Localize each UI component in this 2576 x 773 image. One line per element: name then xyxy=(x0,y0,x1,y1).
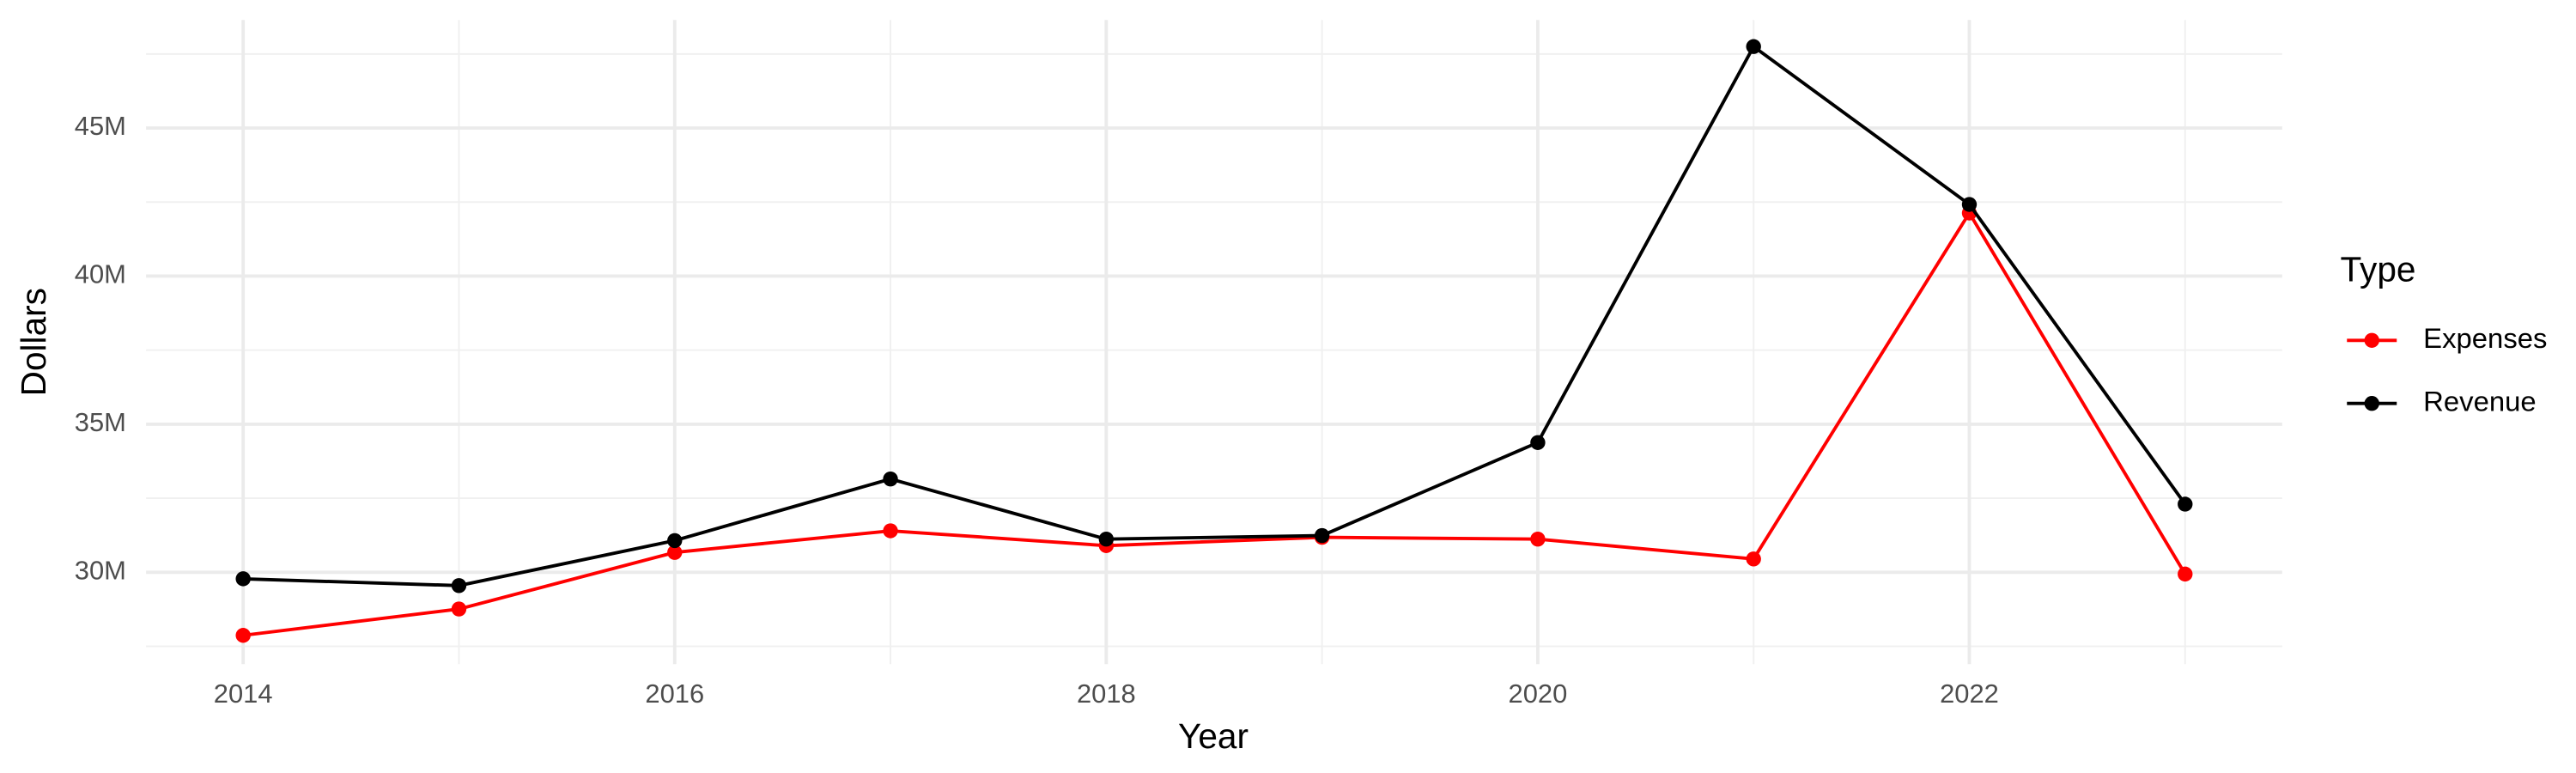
legend-key-point xyxy=(2364,332,2379,348)
data-point xyxy=(235,571,251,587)
y-tick-label: 40M xyxy=(75,259,126,289)
data-point xyxy=(451,578,467,593)
data-point xyxy=(667,545,683,560)
legend-label: Revenue xyxy=(2423,385,2537,417)
data-point xyxy=(2178,566,2193,582)
x-tick-label: 2018 xyxy=(1077,679,1136,709)
data-point xyxy=(451,601,467,617)
x-axis-title: Year xyxy=(1178,716,1249,756)
legend-key-point xyxy=(2364,396,2379,411)
series-line xyxy=(242,210,2187,637)
legend-title: Type xyxy=(2341,250,2416,289)
data-point xyxy=(1530,435,1546,450)
series-line xyxy=(243,44,2187,587)
data-point xyxy=(1314,527,1330,544)
y-tick-label: 30M xyxy=(75,555,126,585)
data-point xyxy=(1746,39,1761,54)
data-point xyxy=(2178,496,2193,512)
x-tick-label: 2022 xyxy=(1940,679,1999,709)
legend-label: Expenses xyxy=(2423,322,2547,354)
data-point xyxy=(1530,531,1546,547)
data-point xyxy=(1746,551,1761,567)
y-axis-title: Dollars xyxy=(14,288,53,396)
x-tick-label: 2014 xyxy=(214,679,273,709)
data-point xyxy=(1098,531,1115,547)
data-point xyxy=(1961,197,1978,212)
y-tick-label: 35M xyxy=(75,407,126,437)
data-point xyxy=(235,628,251,643)
x-tick-label: 2016 xyxy=(645,679,704,709)
y-tick-label: 45M xyxy=(75,111,126,141)
data-point xyxy=(883,523,898,539)
data-point xyxy=(667,533,683,549)
x-tick-label: 2020 xyxy=(1509,679,1568,709)
data-point xyxy=(883,471,898,487)
